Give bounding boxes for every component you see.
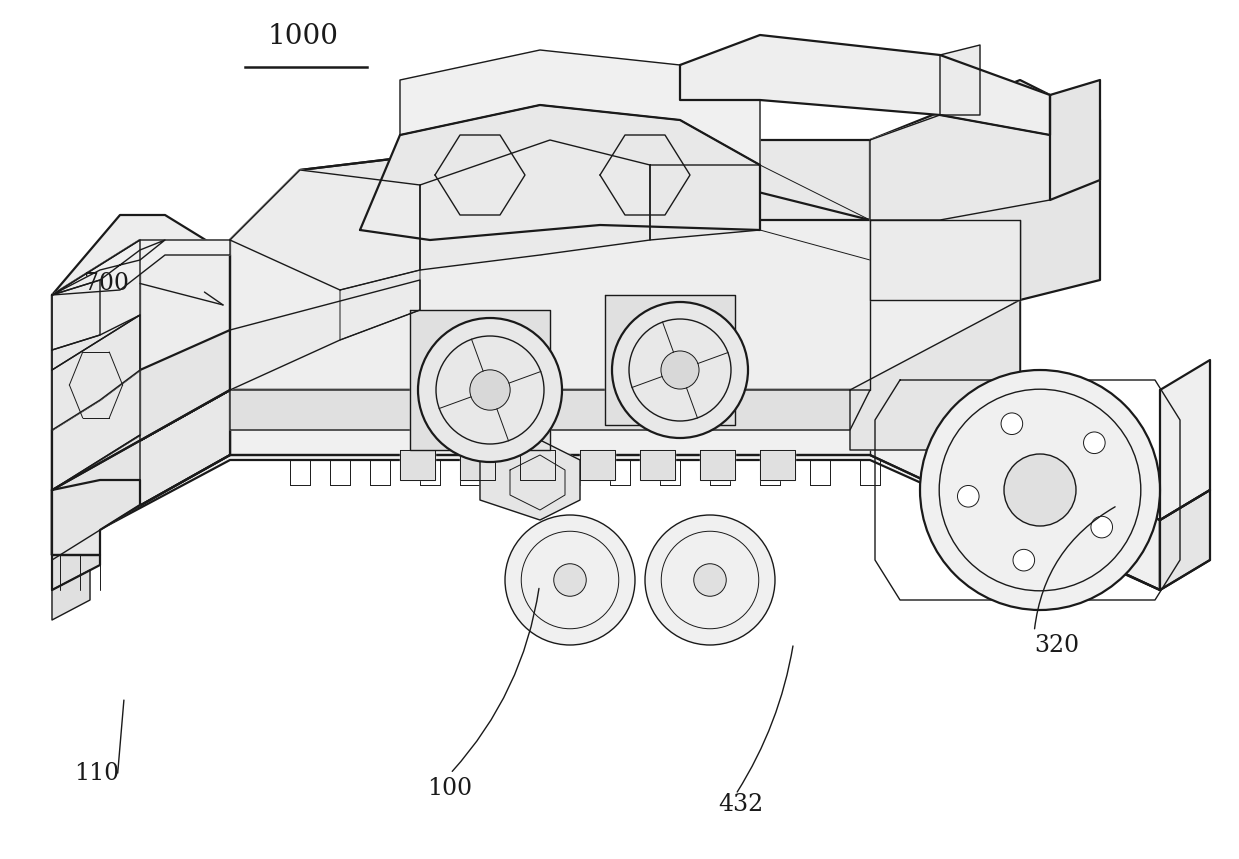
- Polygon shape: [760, 450, 795, 480]
- Polygon shape: [52, 315, 140, 490]
- Polygon shape: [339, 270, 420, 340]
- Polygon shape: [870, 115, 1049, 220]
- Polygon shape: [870, 220, 1020, 300]
- Polygon shape: [52, 570, 90, 620]
- Circle shape: [1090, 516, 1113, 538]
- Circle shape: [554, 564, 586, 596]
- Polygon shape: [940, 45, 980, 115]
- Circle shape: [1004, 454, 1075, 526]
- Text: 100: 100: [427, 777, 472, 800]
- Polygon shape: [52, 240, 230, 295]
- Polygon shape: [605, 295, 735, 425]
- Polygon shape: [700, 450, 735, 480]
- Text: 320: 320: [1035, 635, 1079, 657]
- Polygon shape: [52, 315, 140, 430]
- Polygon shape: [52, 390, 1160, 590]
- Circle shape: [646, 515, 776, 645]
- Polygon shape: [641, 450, 675, 480]
- Polygon shape: [479, 440, 580, 520]
- Polygon shape: [850, 300, 1020, 450]
- Polygon shape: [650, 165, 760, 240]
- Polygon shape: [580, 450, 615, 480]
- Polygon shape: [52, 240, 140, 490]
- Circle shape: [1014, 550, 1035, 571]
- Circle shape: [418, 318, 563, 462]
- Polygon shape: [52, 240, 165, 295]
- Circle shape: [506, 515, 636, 645]
- Polygon shape: [680, 35, 1049, 135]
- Polygon shape: [52, 390, 1160, 590]
- Polygon shape: [1049, 80, 1100, 200]
- Polygon shape: [1160, 490, 1211, 590]
- Polygon shape: [230, 140, 1020, 390]
- Polygon shape: [52, 390, 230, 555]
- Circle shape: [470, 370, 510, 410]
- Polygon shape: [420, 140, 650, 270]
- Polygon shape: [400, 450, 435, 480]
- Polygon shape: [52, 480, 140, 555]
- Circle shape: [1001, 413, 1022, 435]
- Polygon shape: [460, 450, 496, 480]
- Circle shape: [612, 302, 748, 438]
- Polygon shape: [230, 280, 420, 390]
- Text: 700: 700: [84, 272, 129, 295]
- Polygon shape: [52, 280, 100, 350]
- Polygon shape: [520, 450, 555, 480]
- Polygon shape: [361, 105, 760, 240]
- Text: 432: 432: [719, 794, 764, 816]
- Polygon shape: [230, 390, 870, 430]
- Polygon shape: [52, 555, 100, 590]
- Text: 1000: 1000: [268, 22, 339, 50]
- Circle shape: [694, 564, 726, 596]
- Circle shape: [921, 370, 1160, 610]
- Circle shape: [958, 485, 979, 507]
- Polygon shape: [52, 240, 140, 370]
- Text: 110: 110: [74, 762, 120, 784]
- Polygon shape: [870, 80, 1100, 300]
- Circle shape: [1084, 432, 1105, 454]
- Polygon shape: [52, 330, 230, 490]
- Polygon shape: [230, 170, 420, 290]
- Circle shape: [660, 351, 699, 389]
- Polygon shape: [52, 215, 230, 490]
- Polygon shape: [230, 140, 1020, 255]
- Polygon shape: [1160, 360, 1211, 520]
- Polygon shape: [52, 435, 140, 560]
- Polygon shape: [410, 310, 550, 450]
- Polygon shape: [400, 50, 760, 165]
